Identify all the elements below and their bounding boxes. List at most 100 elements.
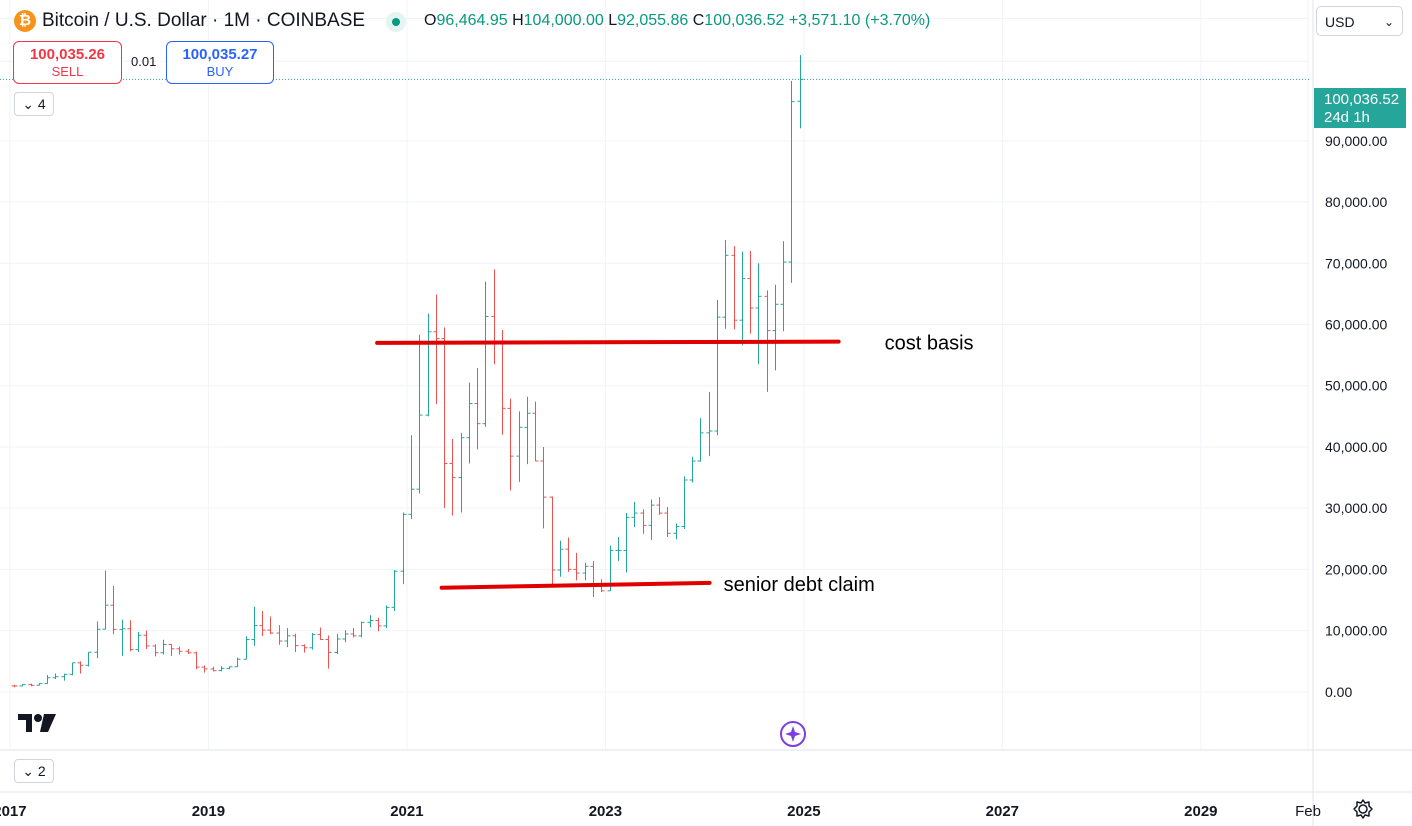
price-axis-label: 90,000.00 bbox=[1325, 133, 1387, 149]
buy-label: BUY bbox=[206, 64, 234, 79]
ohlc-bar bbox=[292, 633, 299, 653]
ohlc-bar bbox=[176, 646, 183, 655]
buy-price: 100,035.27 bbox=[182, 46, 258, 63]
ohlc-bar bbox=[631, 502, 638, 528]
ohlc-bar bbox=[77, 661, 84, 674]
ohlc-bar bbox=[565, 537, 572, 572]
ohlc-bar bbox=[474, 367, 481, 450]
annotation-cost-basis[interactable]: cost basis bbox=[375, 333, 974, 355]
currency-select[interactable]: USD ⌄ bbox=[1316, 6, 1403, 36]
ohlc-bar bbox=[284, 628, 291, 648]
ohlc-bar bbox=[334, 633, 341, 655]
annotation-label: cost basis bbox=[885, 333, 974, 355]
annotation-label: senior debt claim bbox=[724, 574, 875, 596]
ohlc-bar bbox=[582, 562, 589, 581]
ohlc-bar bbox=[391, 570, 398, 612]
time-axis-label: 2017 bbox=[0, 803, 27, 820]
ohlc-bar bbox=[739, 251, 746, 346]
ohlc-bar bbox=[656, 497, 663, 515]
ohlc-bar bbox=[524, 396, 531, 465]
ohlc-bar bbox=[780, 241, 787, 332]
annotation-line bbox=[375, 339, 841, 345]
sparkle-icon[interactable] bbox=[779, 720, 807, 748]
ohlc-high-value: 104,000.00 bbox=[523, 12, 604, 29]
time-axis-label: 2025 bbox=[787, 803, 820, 820]
ohlc-bar bbox=[706, 391, 713, 457]
ohlc-bar bbox=[358, 621, 365, 638]
ohlc-bar bbox=[69, 662, 76, 676]
ohlc-bar bbox=[259, 611, 266, 637]
ohlc-bar bbox=[61, 673, 68, 681]
ohlc-bar bbox=[549, 496, 556, 585]
annotation-line bbox=[439, 580, 712, 590]
sell-button[interactable]: 100,035.26 SELL bbox=[13, 41, 122, 84]
ohlc-bar bbox=[516, 411, 523, 482]
time-axis-label: 2029 bbox=[1184, 803, 1217, 820]
ohlc-bar bbox=[673, 523, 680, 540]
last-price-value: 100,036.52 bbox=[1324, 91, 1400, 108]
chevron-down-icon: ⌄ bbox=[1383, 15, 1394, 29]
pane-toggle-button[interactable]: ⌄ 2 bbox=[14, 759, 54, 783]
ohlc-bar bbox=[110, 585, 117, 635]
price-axis-label: 40,000.00 bbox=[1325, 439, 1387, 455]
ohlc-bars bbox=[11, 55, 804, 688]
ohlc-bar bbox=[317, 627, 324, 640]
ohlc-bar bbox=[615, 536, 622, 561]
ohlc-bar bbox=[433, 294, 440, 405]
ohlc-bar bbox=[491, 269, 498, 365]
ohlc-bar bbox=[350, 628, 357, 638]
price-axis-label: 60,000.00 bbox=[1325, 316, 1387, 332]
ohlc-bar bbox=[193, 651, 200, 670]
indicators-toggle-button[interactable]: ⌄ 4 bbox=[14, 92, 54, 116]
ohlc-bar bbox=[731, 246, 738, 330]
ohlc-legend: O96,464.95 H104,000.00 L92,055.86 C100,0… bbox=[424, 12, 930, 30]
price-axis-label: 30,000.00 bbox=[1325, 500, 1387, 516]
ohlc-bar bbox=[276, 625, 283, 645]
ohlc-bar bbox=[201, 665, 208, 673]
ohlc-bar bbox=[573, 552, 580, 581]
ohlc-bar bbox=[697, 418, 704, 462]
ohlc-bar bbox=[367, 615, 374, 628]
time-axis-label: Feb bbox=[1295, 803, 1321, 820]
tradingview-logo-icon[interactable] bbox=[18, 712, 58, 734]
bitcoin-logo-icon: ₿ bbox=[14, 10, 36, 32]
ohlc-change: +3,571.10 (+3.70%) bbox=[788, 12, 931, 29]
sell-label: SELL bbox=[51, 64, 84, 79]
ohlc-bar bbox=[788, 80, 795, 283]
ohlc-close-label: C bbox=[692, 12, 705, 29]
ohlc-open-value: 96,464.95 bbox=[436, 12, 508, 29]
ohlc-bar bbox=[557, 540, 564, 577]
chart-annotations[interactable]: cost basis senior debt claim bbox=[375, 333, 974, 596]
ohlc-bar bbox=[168, 644, 175, 656]
ohlc-close-value: 100,036.52 bbox=[704, 12, 785, 29]
ohlc-bar bbox=[441, 327, 448, 509]
ohlc-bar bbox=[301, 644, 308, 653]
ohlc-bar bbox=[309, 633, 316, 650]
ohlc-bar bbox=[135, 631, 142, 653]
ohlc-bar bbox=[482, 281, 489, 427]
ohlc-bar bbox=[342, 630, 349, 643]
ohlc-bar bbox=[102, 570, 109, 630]
sell-price: 100,035.26 bbox=[29, 46, 106, 63]
gear-icon[interactable] bbox=[1352, 798, 1374, 820]
ohlc-bar bbox=[532, 401, 539, 462]
ohlc-high-label: H bbox=[512, 12, 524, 29]
ohlc-bar bbox=[458, 432, 465, 513]
symbol-title[interactable]: Bitcoin / U.S. Dollar · 1M · COINBASE bbox=[42, 10, 366, 31]
indicators-count: 4 bbox=[37, 96, 46, 112]
ohlc-bar bbox=[210, 666, 217, 672]
ohlc-bar bbox=[772, 284, 779, 371]
ohlc-bar bbox=[251, 606, 258, 646]
annotation-senior-debt-claim[interactable]: senior debt claim bbox=[439, 574, 875, 596]
ohlc-bar bbox=[218, 666, 225, 672]
buy-button[interactable]: 100,035.27 BUY bbox=[166, 41, 274, 84]
time-axis-label: 2027 bbox=[986, 803, 1019, 820]
ohlc-bar bbox=[540, 446, 547, 529]
ohlc-bar bbox=[400, 512, 407, 585]
ohlc-bar bbox=[375, 617, 382, 632]
ohlc-bar bbox=[416, 334, 423, 494]
ohlc-bar bbox=[185, 648, 192, 654]
ohlc-bar bbox=[160, 639, 167, 655]
